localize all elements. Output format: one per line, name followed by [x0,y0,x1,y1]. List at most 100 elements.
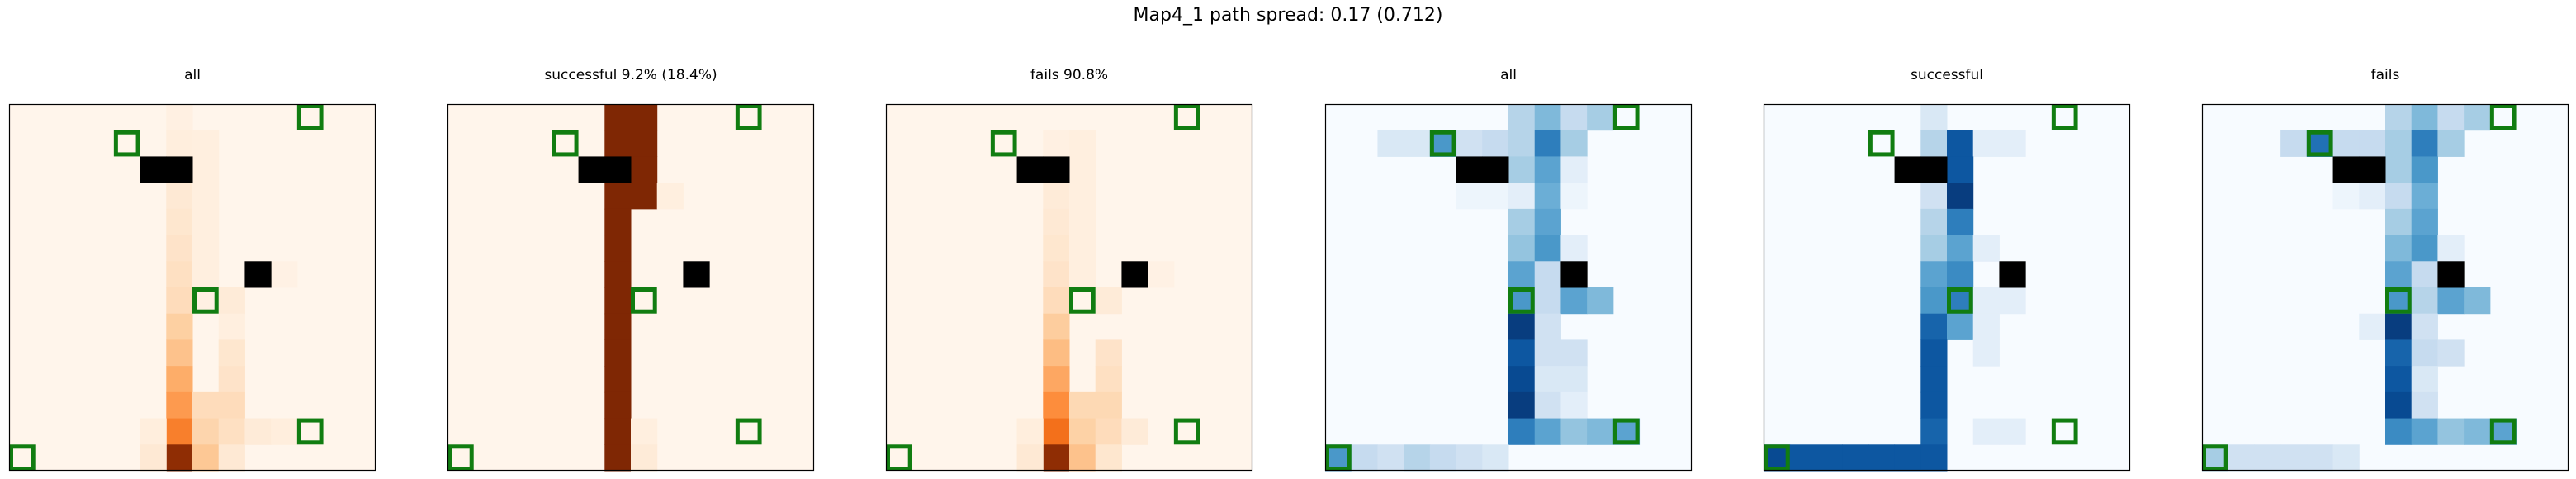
heat-cell [1404,130,1431,157]
heat-cell [1482,183,1509,210]
heat-cell [1508,366,1536,393]
heat-cell [1482,130,1509,157]
heat-cell [2359,183,2386,210]
heat-cell [2437,235,2465,262]
heat-cell [604,183,632,210]
obstacle-cell [1016,156,1044,183]
heatmap-panel-6 [2201,103,2569,472]
heat-cell [1095,366,1122,393]
heat-cell [604,235,632,262]
heat-cell [1069,208,1096,236]
heat-cell [1456,183,1483,210]
heat-cell [1894,444,1921,472]
heat-cell [1999,418,2026,445]
heat-cell [2385,130,2413,157]
heat-cell [1560,366,1588,393]
heat-cell [1043,391,1070,420]
panel-title-2: successful 9.2% (18.4%) [544,67,717,83]
heat-cell [1920,183,1948,210]
heat-cell [2385,339,2413,367]
heat-cell [2464,418,2491,445]
heat-cell [1351,444,1378,472]
heat-cell [2411,183,2438,210]
heat-cell [2385,418,2413,445]
target-marker [113,130,140,157]
target-marker [9,444,36,471]
heat-cell [1148,261,1175,288]
heat-cell [192,261,220,288]
heat-cell [1016,444,1044,472]
heat-cell [1789,444,1816,472]
heat-cell [631,183,658,210]
obstacle-cell [1043,156,1070,183]
heat-cell [1534,418,1561,445]
heat-cell [218,366,245,393]
target-marker [1764,444,1790,471]
heat-cell [1508,391,1536,420]
target-marker [1508,287,1535,314]
heat-cell [166,366,193,393]
heat-cell [604,391,632,420]
target-marker [2306,130,2333,157]
heat-cell [166,287,193,315]
heat-cell [166,235,193,262]
heat-cell [631,104,658,131]
heat-cell [2306,444,2334,472]
heat-cell [1121,418,1148,445]
target-marker [735,418,762,445]
heat-cell [1587,287,1614,315]
heat-cell [1069,183,1096,210]
heat-cell [1972,287,2000,315]
target-marker [1612,418,1640,445]
heat-cell [1043,208,1070,236]
target-marker [2385,287,2412,314]
heat-cell [1560,156,1588,183]
heat-cell [1947,313,1974,340]
heat-cell [2332,183,2360,210]
heat-cell [1972,339,2000,367]
heat-cell [192,444,220,472]
heat-cell [2411,235,2438,262]
heat-cell [1377,130,1404,157]
obstacle-cell [604,156,632,183]
heat-cell [2437,104,2465,131]
heatmap-panel-2 [447,103,815,472]
figure-title: Map4_1 path spread: 0.17 (0.712) [1133,5,1443,26]
heat-cell [1999,130,2026,157]
panel-title-4: all [1500,67,1517,83]
heat-cell [1095,444,1122,472]
heat-cell [140,418,167,445]
axes-frame [1763,103,2131,472]
obstacle-cell [578,156,605,183]
heat-cell [1508,104,1536,131]
heat-cell [2411,130,2438,157]
heat-cell [2385,104,2413,131]
heat-cell [1482,444,1509,472]
heatmap-panel-1 [8,103,376,472]
heat-cell [1560,418,1588,445]
heat-cell [1920,235,1948,262]
heat-cell [1947,208,1974,236]
heat-cell [1534,261,1561,288]
heat-cell [1016,418,1044,445]
heat-cell [166,208,193,236]
heat-cell [604,313,632,340]
heatmap-panel-5 [1763,103,2131,472]
heat-cell [166,183,193,210]
heat-cell [1534,104,1561,131]
target-marker [1173,418,1200,445]
heat-cell [1947,261,1974,288]
heat-cell [2359,313,2386,340]
heat-cell [2411,366,2438,393]
heat-cell [1508,418,1536,445]
heat-cell [1043,261,1070,288]
heat-cell [1043,235,1070,262]
heat-cell [1095,418,1122,445]
panel-title-5: successful [1911,67,1983,83]
heat-cell [192,130,220,157]
heat-cell [140,444,167,472]
heat-cell [631,130,658,157]
heat-cell [1947,130,1974,157]
axes-frame [2201,103,2569,472]
heat-cell [2280,444,2308,472]
